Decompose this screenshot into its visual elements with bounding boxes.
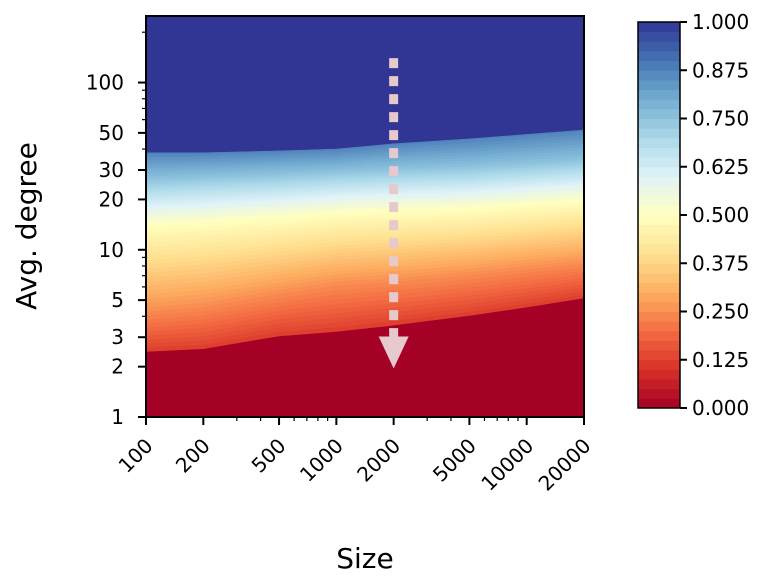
colorbar-segment [638,330,680,341]
colorbar-segment [638,205,680,216]
colorbar-segment [638,215,680,226]
x-tick-label: 10000 [476,434,538,496]
x-tick-label: 2000 [352,434,405,487]
colorbar-segment [638,41,680,52]
colorbar-segment [638,89,680,100]
colorbar-segment [638,118,680,129]
y-tick-label: 1 [111,405,124,429]
colorbar-segment [638,379,680,390]
colorbar-segment [638,350,680,361]
contour-band [146,298,584,417]
colorbar-segment [638,388,680,399]
x-tick-label: 20000 [534,434,596,496]
arrow-annotation [378,58,409,369]
colorbar-segment [638,147,680,158]
colorbar-segment [638,128,680,139]
colorbar-segment [638,369,680,380]
colorbar-tick-label: 0.000 [692,396,749,420]
colorbar-segment [638,292,680,303]
x-tick-label: 1000 [295,434,348,487]
colorbar-segment [638,272,680,284]
colorbar-segment [638,282,680,293]
x-tick-label: 100 [114,434,158,478]
x-axis-label: Size [336,542,393,575]
colorbar-segment [638,50,680,62]
y-tick-label: 3 [111,325,124,349]
colorbar-tick-label: 1.000 [692,10,749,34]
colorbar-tick-label: 0.500 [692,203,749,227]
colorbar-segment [638,31,680,42]
y-tick-label: 100 [86,71,124,95]
x-tick-label: 500 [247,434,291,478]
colorbar-segment [638,359,680,370]
colorbar-segment [638,137,680,148]
colorbar: 0.000 0.125 0.250 0.375 0.500 0.625 0.750 0.875… [637,10,749,420]
colorbar-segment [638,311,680,322]
y-tick-label: 5 [111,288,124,312]
colorbar-tick-label: 0.875 [692,58,749,82]
colorbar-segment [638,79,680,91]
colorbar-segment [638,176,680,187]
y-tick-label: 20 [99,187,124,211]
y-tick-label: 10 [99,238,124,262]
colorbar-segment [638,398,680,409]
plot-area [146,16,584,417]
y-tick-label: 2 [111,355,124,379]
colorbar-tick-label: 0.750 [692,107,749,131]
colorbar-segment [638,195,680,206]
arrow-head [378,336,409,369]
y-tick-label: 30 [99,158,124,182]
colorbar-segment [638,99,680,110]
colorbar-segment [638,186,680,197]
y-tick-label: 50 [99,121,124,145]
colorbar-segment [638,108,680,119]
colorbar-segment [638,263,680,274]
y-axis-label: Avg. degree [10,142,43,310]
colorbar-segment [638,157,680,168]
colorbar-segment [638,321,680,332]
colorbar-tick-label: 0.250 [692,300,749,324]
colorbar-segment [638,243,680,255]
colorbar-segment [638,70,680,81]
colorbar-segment [638,60,680,71]
colorbar-segment [638,340,680,351]
x-tick-label: 5000 [428,434,481,487]
colorbar-tick-label: 0.375 [692,251,749,275]
colorbar-segment [638,301,680,312]
y-axis: 1 2 3 5 10 20 30 50 100 [86,31,146,429]
plot-frame [145,15,585,418]
colorbar-segment [638,234,680,245]
colorbar-segment [638,166,680,177]
x-tick-label: 200 [171,434,215,478]
colorbar-segment [638,224,680,235]
colorbar-tick-label: 0.125 [692,348,749,372]
colorbar-segment [638,22,680,33]
colorbar-segment [638,253,680,264]
colorbar-tick-label: 0.625 [692,155,749,179]
